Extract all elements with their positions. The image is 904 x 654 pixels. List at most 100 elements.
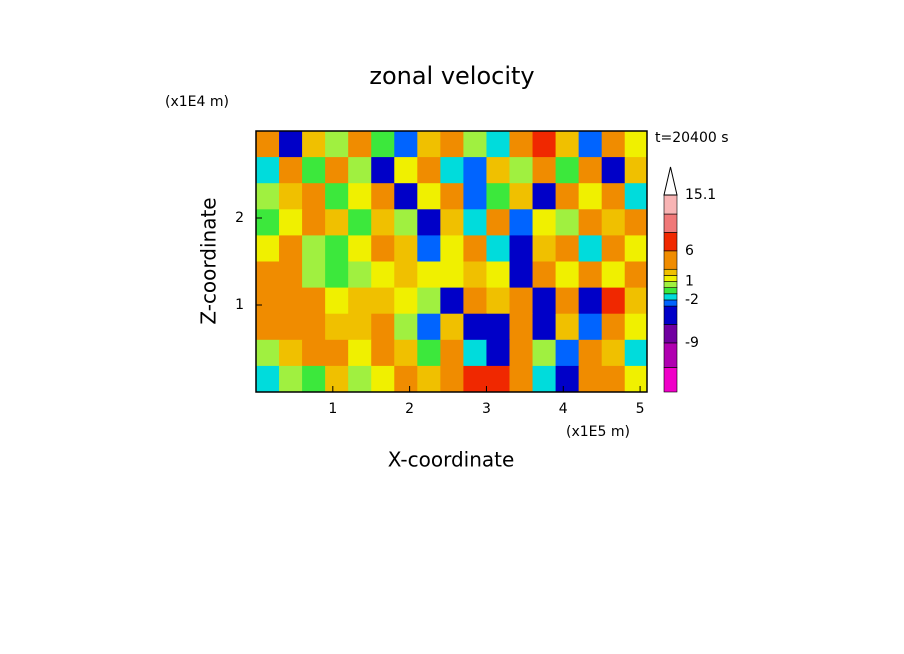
field-cell [325, 287, 349, 315]
field-cell [578, 287, 603, 315]
field-cell [394, 261, 418, 289]
field-cell [486, 183, 510, 210]
field-cell [624, 261, 647, 289]
field-cell [624, 131, 647, 158]
field-cell [440, 365, 464, 392]
field-cell [532, 313, 557, 341]
field-cell [302, 339, 326, 367]
field-cell [256, 313, 280, 341]
field-cell [601, 209, 626, 236]
field-cell [394, 183, 418, 210]
field-cell [256, 209, 280, 236]
field-cell [555, 183, 580, 210]
field-cell [486, 235, 510, 262]
field-cell [279, 339, 303, 367]
field-cell [578, 131, 603, 158]
field-cell [578, 365, 603, 392]
field-cell [279, 313, 303, 341]
field-cell [256, 261, 280, 289]
field-cell [601, 261, 626, 289]
field-cell [371, 287, 395, 315]
field-cell [486, 131, 510, 158]
field-cell [348, 183, 372, 210]
field-cell [624, 235, 647, 262]
field-cell [601, 313, 626, 341]
field-cell [509, 287, 534, 315]
chart-title: zonal velocity [369, 62, 534, 90]
field-cell [509, 131, 534, 158]
field-cell [417, 365, 441, 392]
field-cell [348, 235, 372, 262]
field-cell [440, 183, 464, 210]
field-cell [578, 339, 603, 367]
time-annotation: t=20400 s [655, 130, 729, 146]
field-cell [279, 131, 303, 158]
field-cell [601, 157, 626, 184]
field-cell [463, 131, 487, 158]
field-cell [371, 157, 395, 184]
field-cell [371, 131, 395, 158]
field-cell [532, 235, 557, 262]
field-cell [486, 313, 510, 341]
field-cell [532, 365, 557, 392]
field-cell [302, 261, 326, 289]
field-cell [624, 157, 647, 184]
field-cell [555, 365, 580, 392]
colorbar-band [663, 342, 678, 368]
field-cell [371, 209, 395, 236]
field-cell [325, 235, 349, 262]
field-cell [578, 313, 603, 341]
field-cell [302, 287, 326, 315]
field-cell [440, 209, 464, 236]
field-cell [256, 235, 280, 262]
field-cell [601, 183, 626, 210]
field-cell [555, 261, 580, 289]
field-cell [440, 261, 464, 289]
x-axis-label: X-coordinate [388, 448, 515, 472]
field-cell [463, 287, 487, 315]
x-tick-label: 1 [328, 401, 337, 417]
field-cell [394, 235, 418, 262]
colorbar-label: 1 [685, 274, 694, 290]
field-cell [624, 339, 647, 367]
field-cell [256, 183, 280, 210]
field-cell [302, 313, 326, 341]
field-cell [417, 209, 441, 236]
field-cell [325, 365, 349, 392]
field-cell [279, 209, 303, 236]
field-cell [463, 209, 487, 236]
field-cell [256, 365, 280, 392]
field-cell [371, 339, 395, 367]
field-cell [394, 157, 418, 184]
field-cell [348, 261, 372, 289]
field-cell [578, 157, 603, 184]
field-cell [486, 157, 510, 184]
field-cell [348, 131, 372, 158]
field-cell [578, 261, 603, 289]
field-cell [417, 131, 441, 158]
field-cell [394, 313, 418, 341]
field-cell [532, 131, 557, 158]
field-cell [578, 209, 603, 236]
colorbar-band [663, 268, 678, 276]
field-cell [440, 287, 464, 315]
field-cell [279, 183, 303, 210]
field-cell [601, 235, 626, 262]
field-cell [555, 157, 580, 184]
x-tick-label: 3 [482, 401, 491, 417]
x-tick-label: 2 [405, 401, 414, 417]
field-cell [348, 365, 372, 392]
field-cell [601, 339, 626, 367]
field-cell [486, 339, 510, 367]
colorbar-label: -9 [685, 335, 699, 351]
field-cell [325, 339, 349, 367]
field-cell [371, 365, 395, 392]
field-cell [601, 365, 626, 392]
field-cell [325, 313, 349, 341]
field-cell [509, 339, 534, 367]
field-cell [624, 183, 647, 210]
colorbar-band [663, 281, 678, 288]
field-cell [440, 131, 464, 158]
field-cell [601, 131, 626, 158]
field-cell [555, 339, 580, 367]
